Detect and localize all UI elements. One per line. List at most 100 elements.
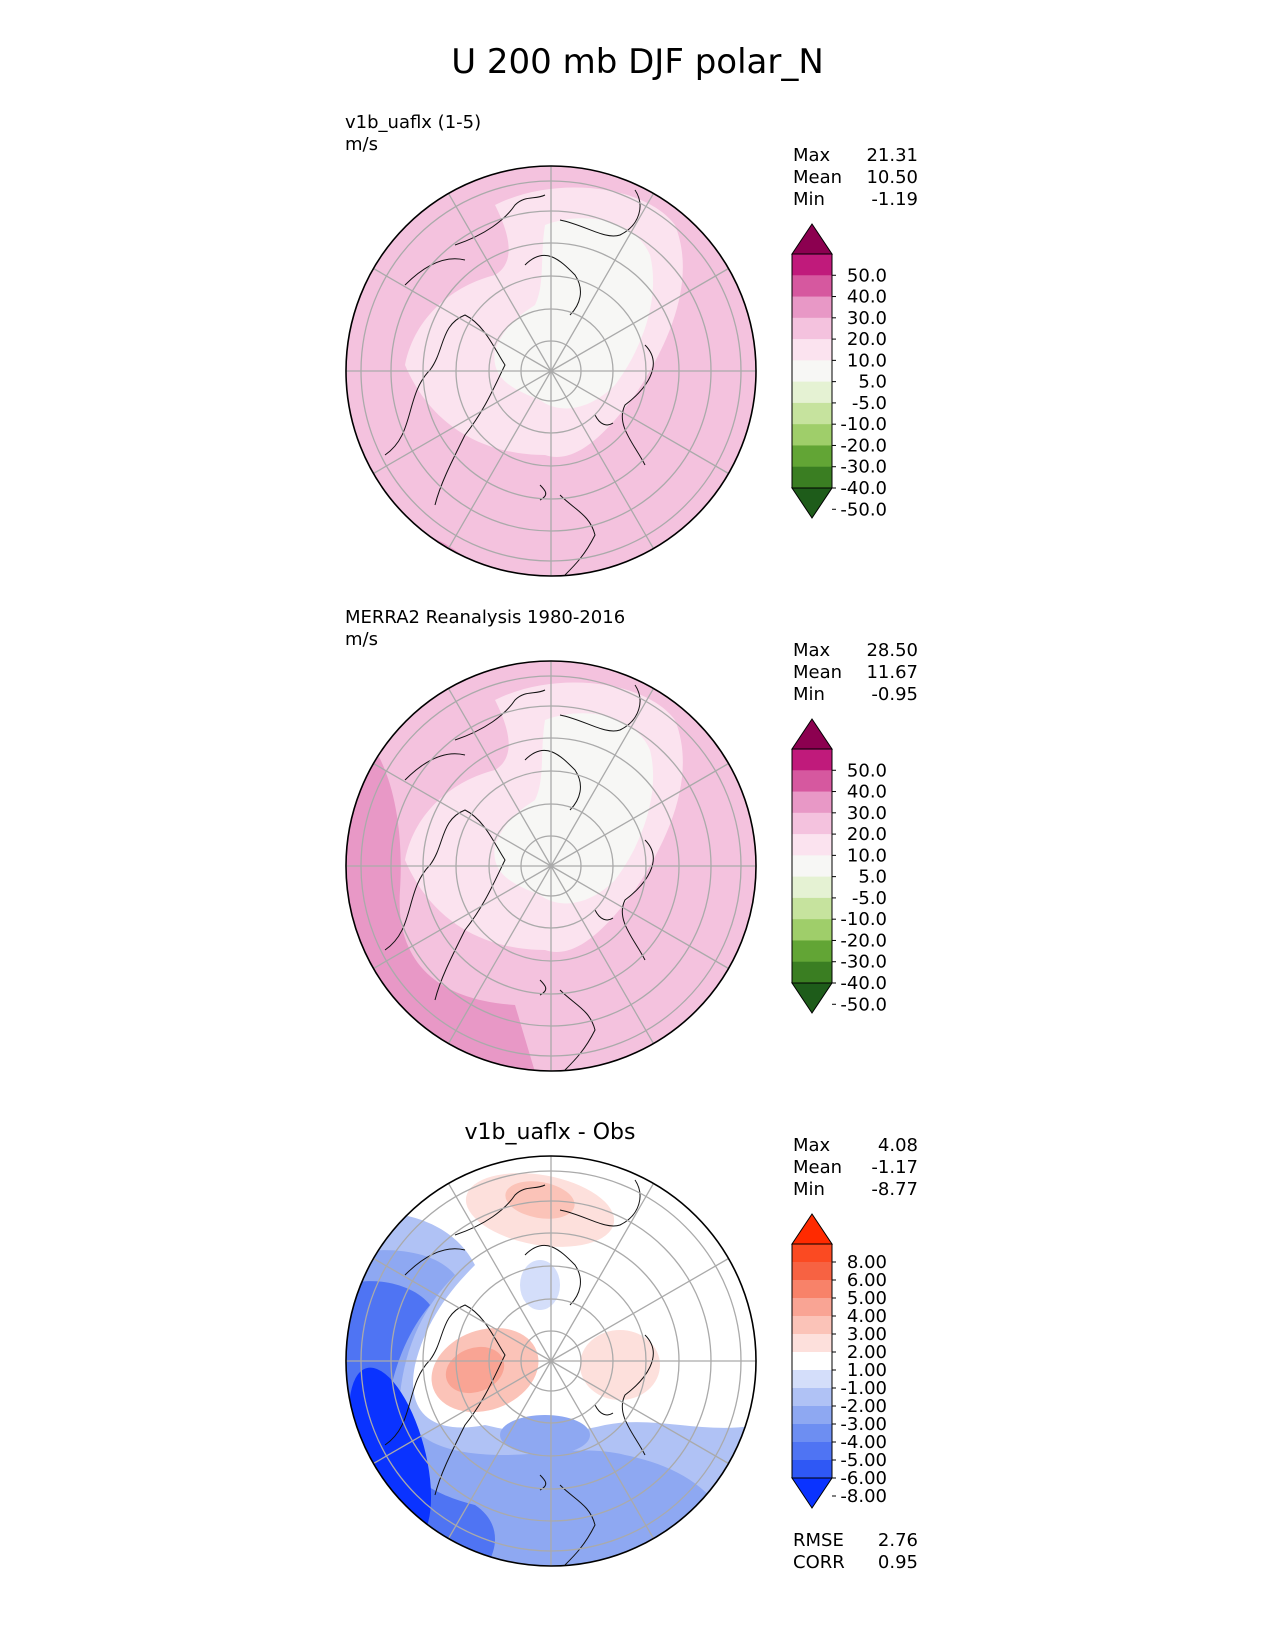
- colorbar-segment: [792, 1370, 832, 1389]
- colorbar-tick-label: -8.00: [840, 1486, 887, 1507]
- colorbar-tick-label: -10.0: [840, 414, 887, 435]
- colorbar-segment: [792, 855, 832, 878]
- meridian-line: [550, 267, 729, 372]
- metric-name: CORR: [793, 1552, 845, 1573]
- colorbar-segment: [792, 1442, 832, 1461]
- stat-min-row: Min -8.77: [793, 1179, 918, 1201]
- meridian-line: [550, 1257, 729, 1362]
- panel3-stats: Max 4.08 Mean -1.17 Min -8.77: [793, 1135, 918, 1201]
- polar-map-diff: [345, 1155, 757, 1567]
- map-overlay: [345, 660, 757, 1072]
- colorbar-tick-label: 50.0: [847, 760, 887, 781]
- colorbar-tick-label: 30.0: [847, 803, 887, 824]
- stat-value: -1.17: [871, 1157, 918, 1178]
- coastline: [594, 414, 614, 426]
- colorbar-tick-label: 2.00: [847, 1342, 887, 1363]
- meridian-line: [373, 762, 552, 867]
- stat-value: 11.67: [866, 662, 918, 683]
- colorbar-segment: [792, 834, 832, 856]
- colorbar-segment: [792, 381, 832, 404]
- colorbar-extension-top: [791, 223, 833, 255]
- map-overlay: [345, 165, 757, 577]
- panel2-label: MERRA2 Reanalysis 1980-2016 m/s: [345, 607, 625, 651]
- coastline: [454, 194, 546, 246]
- coastline: [594, 1404, 614, 1416]
- colorbar-segment: [792, 402, 832, 425]
- panel2-units-label: m/s: [345, 629, 378, 650]
- panel1-units-label: m/s: [345, 134, 378, 155]
- panel1-label: v1b_uaflx (1-5) m/s: [345, 112, 481, 156]
- stat-value: 4.08: [877, 1135, 918, 1156]
- stat-name: Min: [793, 1179, 825, 1200]
- colorbar-segment: [792, 940, 832, 963]
- colorbar-segment: [792, 770, 832, 793]
- stat-value: -1.19: [871, 189, 918, 210]
- meridian-line: [373, 865, 552, 970]
- field-region-positive-east: [580, 1330, 660, 1400]
- colorbar-model: 50.040.030.020.010.05.0-5.0-10.0-20.0-30…: [791, 223, 887, 520]
- coastline: [454, 1184, 546, 1236]
- coastline: [524, 749, 581, 811]
- colorbar-tick-label: -4.00: [840, 1432, 887, 1453]
- colorbar-segment: [792, 1352, 832, 1371]
- coastline: [384, 314, 506, 506]
- colorbar-segment: [792, 897, 832, 920]
- meridian-line: [447, 688, 552, 867]
- coastline: [559, 989, 596, 1071]
- field-region-20-30: [346, 720, 535, 1071]
- field-region-negative-mid: [346, 1250, 725, 1566]
- stat-mean-row: Mean 10.50: [793, 167, 918, 189]
- colorbar-tick-label: -50.0: [840, 499, 887, 520]
- meridian-line: [550, 865, 655, 1044]
- colorbar-segment: [792, 1388, 832, 1407]
- colorbar-tick-label: 20.0: [847, 329, 887, 350]
- coastline: [559, 1179, 641, 1227]
- colorbar-tick-label: -2.00: [840, 1396, 887, 1417]
- colorbar-tick-label: -1.00: [840, 1378, 887, 1399]
- colorbar-segment: [792, 1298, 832, 1317]
- colorbar-tick-label: 1.00: [847, 1360, 887, 1381]
- colorbar-tick-label: -6.00: [840, 1468, 887, 1489]
- meridian-line: [447, 193, 552, 372]
- colorbar-tick-label: 30.0: [847, 308, 887, 329]
- colorbar-tick-label: 5.0: [858, 372, 887, 393]
- colorbar-segment: [792, 876, 832, 899]
- polar-map-model: [345, 165, 757, 577]
- colorbar-tick-label: -50.0: [840, 994, 887, 1015]
- metric-name: RMSE: [793, 1530, 844, 1551]
- coastline: [594, 909, 614, 921]
- coastline: [621, 344, 654, 466]
- panel1-model-label: v1b_uaflx (1-5): [345, 112, 482, 133]
- colorbar-segment: [792, 1316, 832, 1335]
- panel2-obs-label: MERRA2 Reanalysis 1980-2016: [345, 607, 626, 628]
- colorbar-tick-label: 4.00: [847, 1306, 887, 1327]
- panel1-stats: Max 21.31 Mean 10.50 Min -1.19: [793, 145, 918, 211]
- colorbar-segment: [792, 749, 832, 771]
- colorbar-tick-label: -20.0: [840, 435, 887, 456]
- colorbar-segment: [792, 919, 832, 941]
- map-overlay: [345, 1155, 757, 1567]
- coastline: [524, 254, 581, 316]
- stat-max-row: Max 4.08: [793, 1135, 918, 1157]
- meridian-line: [550, 1183, 655, 1362]
- colorbar-tick-label: -30.0: [840, 952, 887, 973]
- meridian-line: [447, 1360, 552, 1539]
- colorbar-segment: [792, 317, 832, 340]
- stat-value: -0.95: [871, 684, 918, 705]
- coastline: [524, 1244, 581, 1306]
- meridian-line: [373, 1257, 552, 1362]
- colorbar-segment: [792, 424, 832, 446]
- colorbar-segment: [792, 1280, 832, 1299]
- stat-min-row: Min -1.19: [793, 189, 918, 211]
- coastline: [621, 1334, 654, 1456]
- colorbar-segment: [792, 791, 832, 814]
- meridian-line: [373, 1360, 552, 1465]
- colorbar-segment: [792, 1244, 832, 1263]
- coastline: [384, 809, 506, 1001]
- coastline: [404, 258, 466, 286]
- colorbar-tick-label: 50.0: [847, 265, 887, 286]
- coastline: [454, 689, 546, 741]
- colorbar-tick-label: -10.0: [840, 909, 887, 930]
- colorbar-tick-label: -5.00: [840, 1450, 887, 1471]
- stat-name: Max: [793, 640, 831, 661]
